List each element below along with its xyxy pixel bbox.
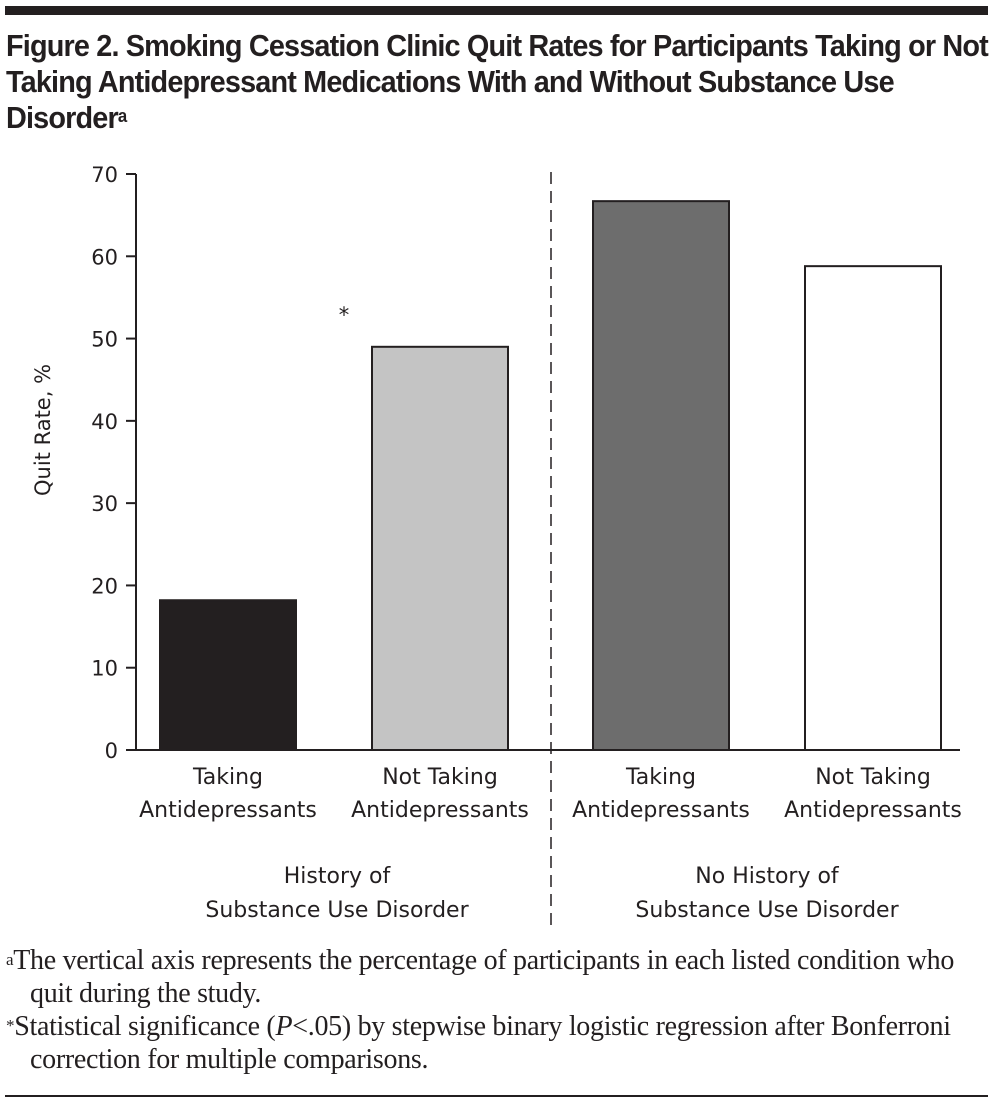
category-label-4-line2: Antidepressants xyxy=(784,798,962,823)
bottom-rule xyxy=(5,1095,988,1097)
footnote-a: aThe vertical axis represents the percen… xyxy=(6,944,996,1010)
footnote-sig-p: P xyxy=(275,1011,293,1042)
significance-asterisk: * xyxy=(339,303,350,327)
footnote-significance: *Statistical significance (P<.05) by ste… xyxy=(6,1010,996,1076)
category-labels: Taking Antidepressants Not Taking Antidepre… xyxy=(139,765,962,923)
footnote-asterisk-marker: * xyxy=(6,1016,15,1035)
bar-2 xyxy=(371,345,509,751)
category-label-2-line1: Not Taking xyxy=(382,765,498,790)
bar-1 xyxy=(159,599,297,751)
bar-3 xyxy=(592,200,730,751)
footnote-sig-text-before: Statistical significance ( xyxy=(14,1011,276,1042)
figure-title: Figure 2. Smoking Cessation Clinic Quit … xyxy=(6,28,992,136)
category-label-3-line2: Antidepressants xyxy=(572,798,750,823)
y-tick-label-40: 40 xyxy=(91,410,118,434)
group-label-2-line2: Substance Use Disorder xyxy=(635,898,899,923)
y-tick-label-70: 70 xyxy=(91,163,118,187)
y-tick-label-10: 10 xyxy=(91,657,118,681)
category-label-3-line1: Taking xyxy=(625,765,696,790)
y-tick-label-60: 60 xyxy=(91,245,118,269)
footnote-sig-text-after: <.05) by stepwise binary logistic regres… xyxy=(30,1011,951,1075)
figure-title-text: Figure 2. Smoking Cessation Clinic Quit … xyxy=(6,28,989,135)
annotations: * xyxy=(339,303,350,327)
x-axis xyxy=(126,172,960,925)
category-label-1-line2: Antidepressants xyxy=(139,798,317,823)
y-tick-label-50: 50 xyxy=(91,328,118,352)
y-axis: 0 10 20 30 40 50 60 70 Quit Rate, % xyxy=(31,163,137,763)
y-axis-title: Quit Rate, % xyxy=(31,364,55,496)
top-rule xyxy=(5,6,988,15)
category-label-4-line1: Not Taking xyxy=(815,765,931,790)
bar-4 xyxy=(804,265,942,751)
group-label-2-line1: No History of xyxy=(695,864,840,889)
bar-chart: 0 10 20 30 40 50 60 70 Quit Rate, % Taking Antide… xyxy=(31,163,962,925)
category-label-2-line2: Antidepressants xyxy=(351,798,529,823)
y-tick-label-0: 0 xyxy=(105,739,118,763)
y-tick-label-20: 20 xyxy=(91,574,118,598)
footnote-a-marker: a xyxy=(6,950,14,969)
footnote-a-text: The vertical axis represents the percent… xyxy=(13,945,955,1009)
y-tick-label-30: 30 xyxy=(91,492,118,516)
bars xyxy=(159,200,942,751)
figure-title-superscript: a xyxy=(117,106,127,126)
group-label-1-line1: History of xyxy=(284,864,392,889)
group-label-1-line2: Substance Use Disorder xyxy=(205,898,469,923)
category-label-1-line1: Taking xyxy=(192,765,263,790)
footnotes: aThe vertical axis represents the percen… xyxy=(6,944,996,1076)
